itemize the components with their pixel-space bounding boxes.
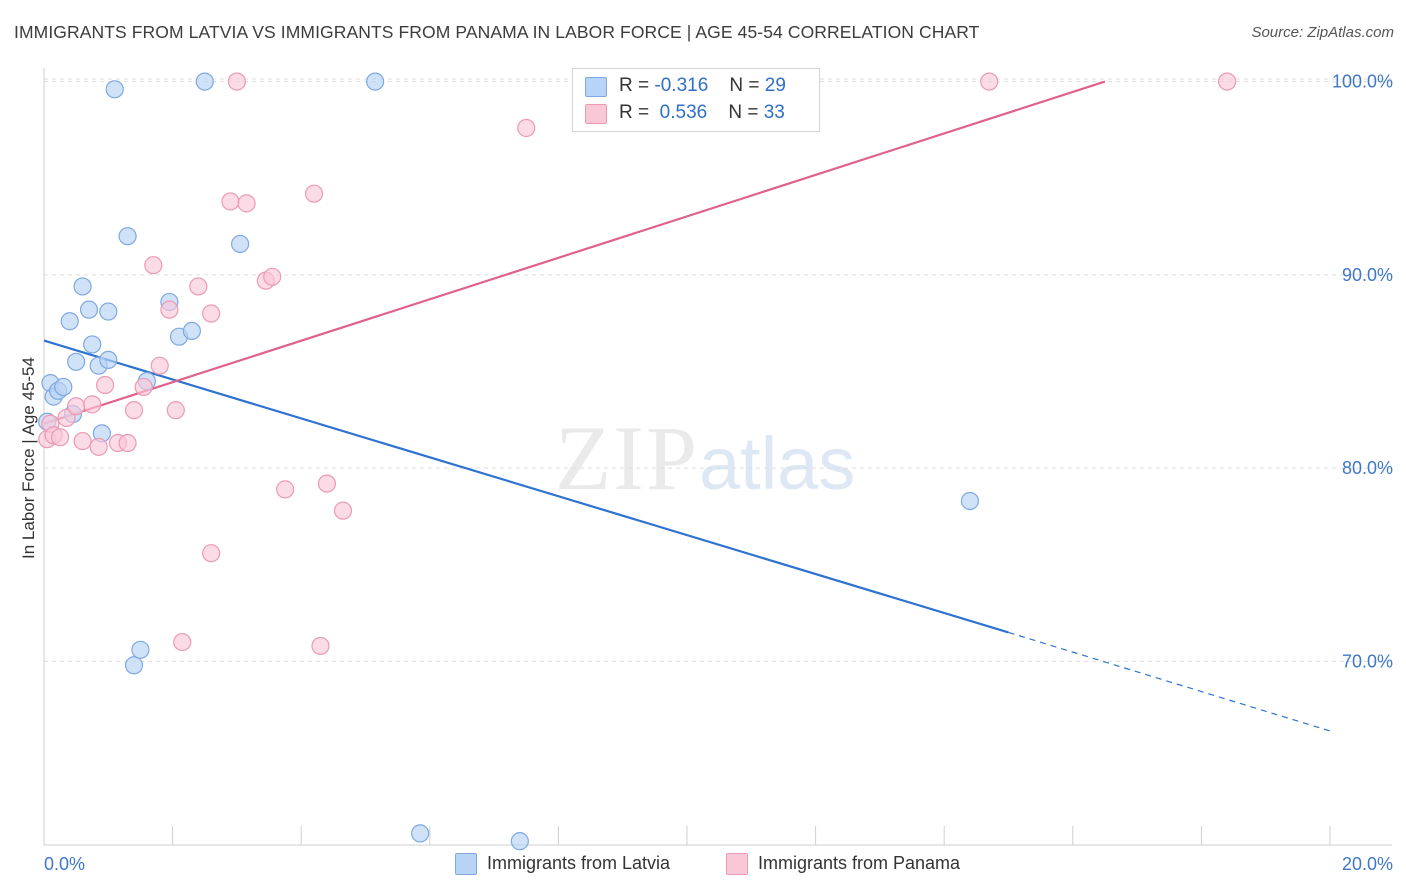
chart-title: IMMIGRANTS FROM LATVIA VS IMMIGRANTS FRO… (14, 22, 980, 42)
x-tick-label: 20.0% (1342, 854, 1393, 874)
panama-point (144, 256, 163, 275)
tick-labels: 70.0% 80.0% 90.0% 100.0% 0.0% 20.0% In Labor F… (19, 72, 1393, 874)
latvia-trend-line (43, 339, 1009, 634)
latvia-point (960, 491, 980, 511)
r-value-latvia: -0.316 (654, 75, 709, 96)
latvia-point (99, 302, 118, 321)
panama-point (221, 192, 240, 211)
panama-point (73, 431, 92, 451)
r-label: R = (619, 75, 650, 96)
panama-point (57, 408, 76, 427)
latvia-trend-extension (1008, 631, 1331, 732)
latvia-point (366, 72, 385, 91)
legend-label-latvia: Immigrants from Latvia (487, 853, 671, 873)
watermark: ZIPatlas (555, 405, 855, 511)
latvia-point (54, 377, 73, 397)
panama-point (333, 501, 353, 520)
latvia-point (411, 824, 430, 843)
panama-point (202, 544, 221, 563)
panama-point (304, 184, 324, 203)
y-axis-label: In Labor Force | Age 45-54 (19, 357, 38, 559)
latvia-point (131, 640, 150, 659)
legend-label-panama: Immigrants from Panama (758, 853, 961, 873)
latvia-point (67, 352, 86, 371)
panama-swatch (585, 104, 607, 124)
panama-point (1218, 72, 1237, 91)
n-label: N = (728, 102, 759, 123)
latvia-point (73, 277, 92, 296)
latvia-point (182, 321, 201, 341)
panama-point (317, 474, 337, 493)
latvia-point (99, 350, 118, 370)
panama-point (83, 395, 102, 414)
watermark-atlas: atlas (699, 422, 856, 505)
panama-point (150, 356, 169, 375)
panama-point (263, 267, 282, 286)
latvia-point (60, 312, 79, 331)
latvia-point (124, 656, 144, 675)
stats-legend: R = -0.316 N = 29 R = 0.536 N = 33 (572, 68, 820, 132)
panama-point (89, 437, 108, 456)
panama-point (980, 72, 999, 91)
panama-point (517, 118, 536, 138)
panama-point (160, 300, 179, 319)
gridlines (44, 78, 1392, 662)
panama-point (237, 194, 256, 213)
panama-trend-line (43, 80, 1106, 425)
r-label: R = (619, 102, 650, 123)
x-tick-label: 0.0% (44, 854, 85, 874)
data-points (38, 72, 1237, 851)
latvia-swatch (585, 77, 607, 97)
y-tick-label: 80.0% (1342, 458, 1393, 478)
panama-point (67, 397, 86, 416)
panama-point (118, 433, 137, 453)
panama-point (166, 401, 185, 420)
latvia-point (231, 234, 250, 254)
r-value-panama: 0.536 (659, 102, 708, 123)
panama-point (95, 375, 115, 395)
panama-point (50, 428, 70, 447)
latvia-point (118, 227, 137, 246)
panama-point (189, 277, 208, 296)
series-legend: Immigrants from Latvia Immigrants from P… (0, 851, 1406, 877)
n-label: N = (729, 75, 760, 96)
panama-point (134, 377, 153, 397)
axes (43, 68, 1392, 846)
latvia-legend-swatch (455, 853, 477, 875)
panama-point (311, 636, 330, 656)
panama-point (227, 72, 246, 91)
trend-lines (43, 80, 1331, 732)
latvia-point (83, 335, 102, 354)
source-label: Source: ZipAtlas.com (1251, 24, 1394, 41)
panama-point (124, 401, 144, 420)
panama-legend-swatch (726, 853, 748, 875)
latvia-point (510, 832, 529, 851)
panama-point (173, 632, 192, 652)
n-value-panama: 33 (763, 102, 785, 123)
y-tick-label: 100.0% (1332, 72, 1393, 92)
watermark-zip: ZIP (555, 407, 699, 509)
latvia-point (105, 80, 124, 99)
n-value-latvia: 29 (764, 75, 786, 96)
y-tick-label: 90.0% (1342, 265, 1393, 285)
latvia-point (79, 300, 99, 319)
latvia-point (195, 72, 214, 91)
panama-point (202, 304, 221, 323)
y-tick-label: 70.0% (1342, 651, 1393, 671)
panama-point (276, 480, 295, 499)
